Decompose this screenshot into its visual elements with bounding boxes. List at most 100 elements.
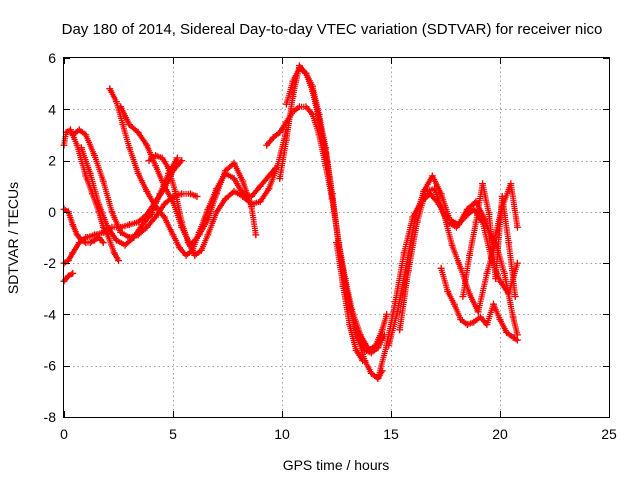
data-point [64,272,72,280]
data-point [513,223,521,231]
data-point [459,292,467,300]
data-point [265,172,273,180]
data-point [361,346,369,354]
data-point [500,269,508,277]
y-axis-label: SDTVAR / TECUs [5,182,21,294]
data-point [204,216,212,224]
data-point [489,300,497,308]
data-point [138,221,146,229]
data-point [239,192,247,200]
data-point [77,144,85,152]
y-tick-label: 6 [48,50,56,66]
series-trace-9 [145,126,290,259]
data-point [513,336,521,344]
data-point [121,241,129,249]
data-point [152,213,160,221]
data-point [69,269,77,277]
data-point [82,131,90,139]
data-point [119,121,127,129]
data-point [197,246,205,254]
x-tick-label: 20 [492,426,508,442]
data-point [346,321,354,329]
data-point [147,210,155,218]
data-point [422,187,430,195]
data-point [492,275,500,283]
y-tick-label: -4 [44,306,57,322]
data-point [195,231,203,239]
data-point [82,234,90,241]
data-point [511,292,519,300]
data-point [178,157,186,165]
data-point [352,346,360,354]
data-point [160,182,168,190]
data-point [507,180,515,188]
data-point [64,257,72,265]
data-point [182,251,190,259]
chart-title: Day 180 of 2014, Sidereal Day-to-day VTE… [62,21,603,38]
data-point [472,218,480,226]
y-tick-label: -6 [44,358,57,374]
data-point [171,187,179,195]
data-point [383,310,391,318]
data-point [513,259,521,267]
data-point [474,308,482,316]
data-point [67,126,75,134]
data-point [143,223,151,231]
data-point [463,321,471,329]
data-point [333,239,340,247]
data-point [503,328,511,336]
series-trace-13 [333,239,367,365]
data-point [476,313,484,321]
data-point [169,231,177,239]
data-point [322,144,330,152]
plot-frame [63,57,610,418]
data-point [367,349,375,357]
data-point [204,231,212,239]
data-point [252,231,260,239]
data-point [385,341,393,349]
data-point [282,100,290,108]
data-point [465,290,473,298]
data-point [276,128,284,136]
data-point [112,98,120,106]
data-point [465,251,473,259]
data-point [125,144,133,152]
data-point [472,198,480,206]
data-point [152,203,160,211]
data-point [339,282,347,290]
data-point [186,190,194,198]
data-point [470,318,478,326]
data-point [295,103,303,111]
data-point [457,264,465,272]
x-tick-label: 10 [274,426,290,442]
data-point [178,218,186,226]
data-point [165,164,173,172]
data-point [125,221,133,229]
data-point [328,190,336,198]
data-point [152,151,160,159]
data-point [213,208,221,216]
data-point [86,239,94,247]
data-point [104,223,112,231]
data-point [178,190,186,198]
data-point [112,236,120,244]
data-point [160,213,168,221]
data-point [69,131,77,139]
data-point [160,200,168,208]
data-point [509,313,517,321]
data-point [444,287,452,295]
data-point [130,234,138,241]
data-point [413,218,421,226]
y-tick-label: 0 [48,204,56,220]
data-point [134,128,142,136]
data-point [374,344,382,352]
data-point [91,151,99,159]
data-point [143,187,151,195]
axis-ticks: 0 5 10 15 20 25 -8 -6 -4 -2 0 2 4 6 [44,50,617,442]
data-point [256,198,264,206]
data-point [221,167,229,175]
data-point [396,326,404,334]
data-point [221,195,229,203]
series-trace-17 [437,264,521,344]
y-tick-label: -8 [44,409,57,425]
